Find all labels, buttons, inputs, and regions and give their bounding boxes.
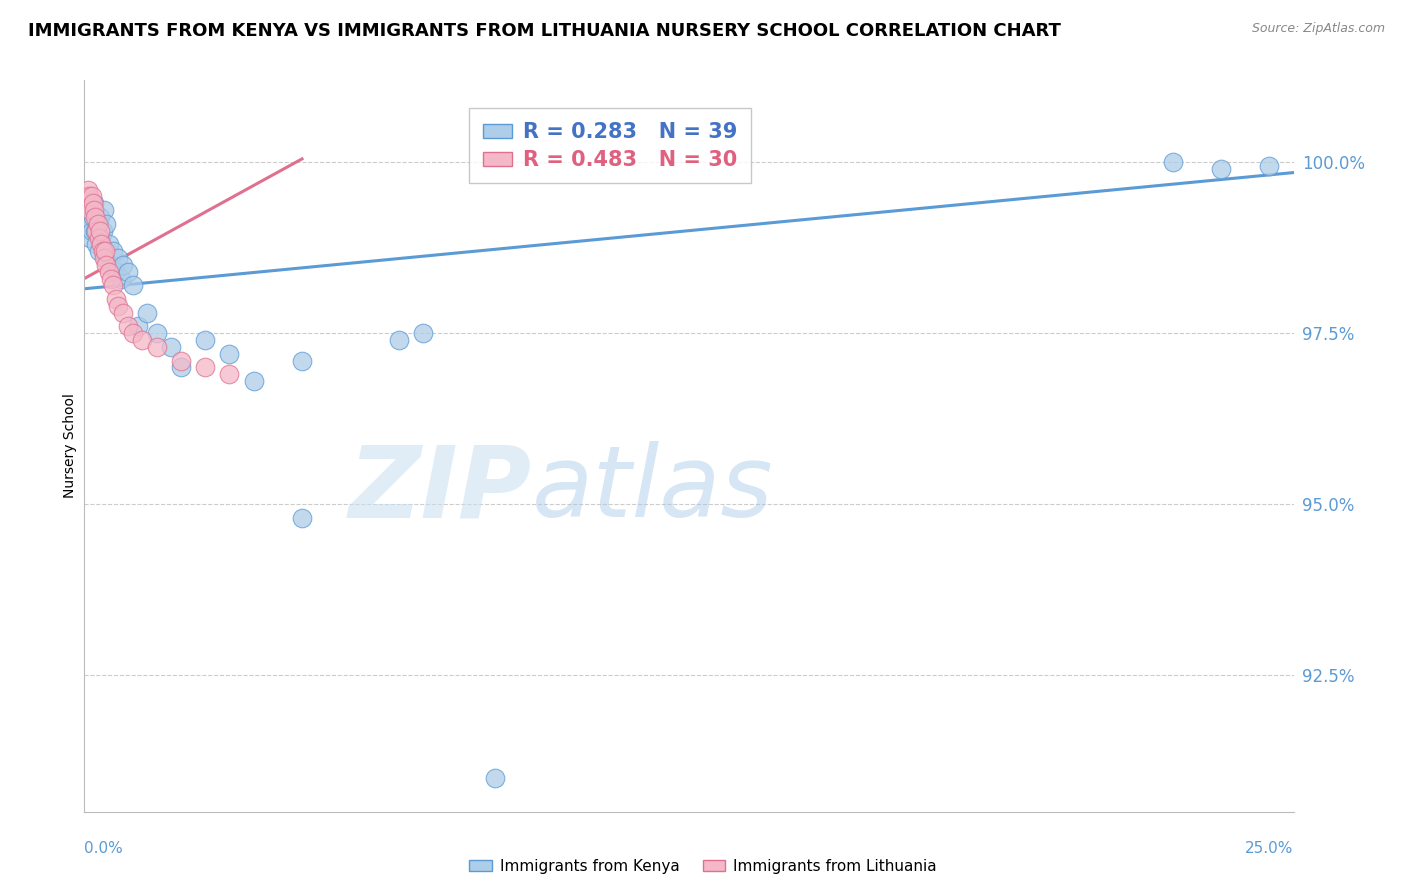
Point xyxy=(91,224,114,238)
Point xyxy=(86,224,108,238)
Point xyxy=(242,374,264,388)
Point xyxy=(117,319,139,334)
Legend: Immigrants from Kenya, Immigrants from Lithuania: Immigrants from Kenya, Immigrants from L… xyxy=(463,853,943,880)
Point xyxy=(104,265,127,279)
Point xyxy=(107,251,129,265)
Point xyxy=(194,333,217,347)
Point xyxy=(94,217,117,231)
Point xyxy=(77,183,100,197)
Point xyxy=(97,265,120,279)
Point xyxy=(79,203,101,218)
Point xyxy=(91,244,114,259)
Point xyxy=(90,230,112,244)
Text: IMMIGRANTS FROM KENYA VS IMMIGRANTS FROM LITHUANIA NURSERY SCHOOL CORRELATION CH: IMMIGRANTS FROM KENYA VS IMMIGRANTS FROM… xyxy=(28,22,1062,40)
Point xyxy=(112,258,135,272)
Point xyxy=(103,278,125,293)
Point xyxy=(218,347,240,361)
Text: atlas: atlas xyxy=(531,442,773,539)
Point xyxy=(170,353,193,368)
Point xyxy=(84,210,107,224)
Point xyxy=(121,326,143,341)
Point xyxy=(87,217,110,231)
Point xyxy=(388,333,411,347)
Point xyxy=(1161,155,1184,169)
Point xyxy=(127,319,149,334)
Point xyxy=(103,244,125,259)
Point xyxy=(1209,162,1232,177)
Point xyxy=(218,368,240,382)
Legend: R = 0.283   N = 39, R = 0.483   N = 30: R = 0.283 N = 39, R = 0.483 N = 30 xyxy=(470,108,751,183)
Point xyxy=(83,196,105,211)
Point xyxy=(93,251,115,265)
Point xyxy=(93,203,115,218)
Point xyxy=(93,244,115,259)
Point xyxy=(110,271,132,285)
Point xyxy=(484,771,506,785)
Point xyxy=(412,326,434,341)
Text: 25.0%: 25.0% xyxy=(1246,841,1294,855)
Point xyxy=(86,237,108,252)
Point xyxy=(112,306,135,320)
Text: Source: ZipAtlas.com: Source: ZipAtlas.com xyxy=(1251,22,1385,36)
Point xyxy=(104,292,127,306)
Point xyxy=(291,510,314,524)
Point xyxy=(97,237,120,252)
Point xyxy=(76,196,98,211)
Point xyxy=(121,278,143,293)
Point xyxy=(83,203,105,218)
Point xyxy=(194,360,217,375)
Point xyxy=(93,251,115,265)
Point xyxy=(77,189,100,203)
Point xyxy=(291,353,314,368)
Point xyxy=(117,265,139,279)
Point xyxy=(131,333,153,347)
Point xyxy=(1258,159,1281,173)
Point xyxy=(87,217,110,231)
Point xyxy=(146,326,169,341)
Point xyxy=(82,196,104,211)
Point xyxy=(89,210,111,224)
Point xyxy=(146,340,169,354)
Point xyxy=(160,340,183,354)
Point xyxy=(89,224,111,238)
Point xyxy=(136,306,159,320)
Point xyxy=(107,299,129,313)
Y-axis label: Nursery School: Nursery School xyxy=(63,393,77,499)
Point xyxy=(100,258,122,272)
Point xyxy=(90,237,112,252)
Text: ZIP: ZIP xyxy=(349,442,531,539)
Point xyxy=(80,189,103,203)
Point xyxy=(82,210,104,224)
Point xyxy=(94,258,117,272)
Text: 0.0%: 0.0% xyxy=(84,841,124,855)
Point xyxy=(80,224,103,238)
Point xyxy=(84,224,107,238)
Point xyxy=(100,271,122,285)
Point xyxy=(170,360,193,375)
Point xyxy=(79,230,101,244)
Point xyxy=(77,203,100,218)
Point xyxy=(76,217,98,231)
Point xyxy=(87,244,110,259)
Point xyxy=(87,230,110,244)
